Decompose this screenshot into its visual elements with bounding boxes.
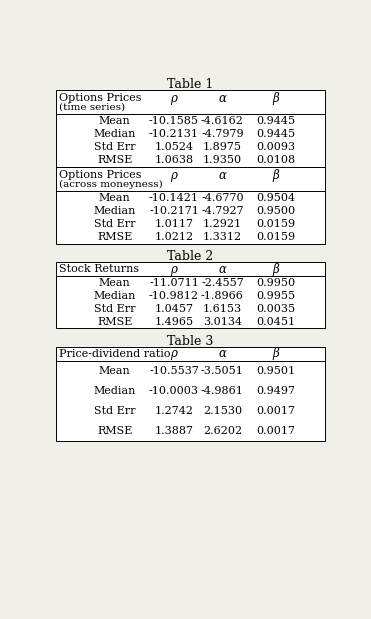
Text: -10.5537: -10.5537 xyxy=(149,366,199,376)
Text: β: β xyxy=(273,170,280,183)
Text: Median: Median xyxy=(93,206,136,216)
Text: 1.4965: 1.4965 xyxy=(154,317,194,327)
Text: Std Err: Std Err xyxy=(94,304,135,314)
Text: 0.9501: 0.9501 xyxy=(257,366,296,376)
Text: 0.0159: 0.0159 xyxy=(257,232,296,242)
Text: -2.4557: -2.4557 xyxy=(201,277,244,288)
Text: Table 2: Table 2 xyxy=(167,250,213,263)
Text: Stock Returns: Stock Returns xyxy=(59,264,139,274)
Text: RMSE: RMSE xyxy=(97,317,132,327)
Text: 1.0524: 1.0524 xyxy=(154,142,194,152)
Text: β: β xyxy=(273,262,280,275)
Text: -4.6162: -4.6162 xyxy=(201,116,244,126)
Text: Mean: Mean xyxy=(99,116,131,126)
Text: ρ: ρ xyxy=(171,92,177,105)
Text: Table 1: Table 1 xyxy=(167,78,213,91)
Text: 1.2921: 1.2921 xyxy=(203,219,242,229)
Text: -10.2131: -10.2131 xyxy=(149,129,199,139)
Text: Price-dividend ratio: Price-dividend ratio xyxy=(59,348,170,359)
Text: 0.9504: 0.9504 xyxy=(257,193,296,203)
Text: -10.1585: -10.1585 xyxy=(149,116,199,126)
Text: (time series): (time series) xyxy=(59,103,125,112)
Text: 1.0638: 1.0638 xyxy=(154,155,194,165)
Text: Std Err: Std Err xyxy=(94,219,135,229)
Text: -10.1421: -10.1421 xyxy=(149,193,199,203)
Text: Median: Median xyxy=(93,129,136,139)
Text: -3.5051: -3.5051 xyxy=(201,366,244,376)
Text: 1.0212: 1.0212 xyxy=(154,232,194,242)
Text: Std Err: Std Err xyxy=(94,406,135,416)
Text: Std Err: Std Err xyxy=(94,142,135,152)
Text: Options Prices: Options Prices xyxy=(59,93,141,103)
Text: -11.0711: -11.0711 xyxy=(149,277,199,288)
Text: ρ: ρ xyxy=(171,347,177,360)
Text: 1.3887: 1.3887 xyxy=(154,426,194,436)
Text: 0.0093: 0.0093 xyxy=(257,142,296,152)
Text: Mean: Mean xyxy=(99,193,131,203)
Text: -10.0003: -10.0003 xyxy=(149,386,199,396)
Text: 0.0035: 0.0035 xyxy=(257,304,296,314)
Text: ρ: ρ xyxy=(171,262,177,275)
Text: α: α xyxy=(219,92,226,105)
Text: 0.9445: 0.9445 xyxy=(257,116,296,126)
Text: 0.0108: 0.0108 xyxy=(257,155,296,165)
Text: β: β xyxy=(273,347,280,360)
Bar xyxy=(56,347,325,441)
Text: (across moneyness): (across moneyness) xyxy=(59,180,162,189)
Text: -4.6770: -4.6770 xyxy=(201,193,244,203)
Text: 1.0117: 1.0117 xyxy=(154,219,194,229)
Text: RMSE: RMSE xyxy=(97,232,132,242)
Text: 0.0017: 0.0017 xyxy=(257,406,296,416)
Text: -10.9812: -10.9812 xyxy=(149,291,199,301)
Text: 1.9350: 1.9350 xyxy=(203,155,242,165)
Text: 1.6153: 1.6153 xyxy=(203,304,242,314)
Text: -10.2171: -10.2171 xyxy=(149,206,199,216)
Text: 1.3312: 1.3312 xyxy=(203,232,242,242)
Text: 1.8975: 1.8975 xyxy=(203,142,242,152)
Text: -4.7979: -4.7979 xyxy=(201,129,244,139)
Text: 0.9955: 0.9955 xyxy=(257,291,296,301)
Bar xyxy=(56,167,325,244)
Text: α: α xyxy=(219,170,226,183)
Text: 0.9497: 0.9497 xyxy=(257,386,296,396)
Bar xyxy=(56,90,325,167)
Text: RMSE: RMSE xyxy=(97,426,132,436)
Text: -1.8966: -1.8966 xyxy=(201,291,244,301)
Text: 1.0457: 1.0457 xyxy=(154,304,194,314)
Text: Mean: Mean xyxy=(99,277,131,288)
Text: α: α xyxy=(219,347,226,360)
Text: Mean: Mean xyxy=(99,366,131,376)
Text: 0.0451: 0.0451 xyxy=(257,317,296,327)
Text: 0.0159: 0.0159 xyxy=(257,219,296,229)
Text: RMSE: RMSE xyxy=(97,155,132,165)
Text: 2.6202: 2.6202 xyxy=(203,426,242,436)
Text: 0.0017: 0.0017 xyxy=(257,426,296,436)
Text: 0.9445: 0.9445 xyxy=(257,129,296,139)
Text: ρ: ρ xyxy=(171,170,177,183)
Bar xyxy=(56,262,325,329)
Text: -4.7927: -4.7927 xyxy=(201,206,244,216)
Text: 1.2742: 1.2742 xyxy=(154,406,194,416)
Text: 0.9500: 0.9500 xyxy=(257,206,296,216)
Text: 0.9950: 0.9950 xyxy=(257,277,296,288)
Text: Median: Median xyxy=(93,291,136,301)
Text: -4.9861: -4.9861 xyxy=(201,386,244,396)
Text: Median: Median xyxy=(93,386,136,396)
Text: Options Prices: Options Prices xyxy=(59,170,141,180)
Text: 2.1530: 2.1530 xyxy=(203,406,242,416)
Text: Table 3: Table 3 xyxy=(167,335,213,348)
Text: 3.0134: 3.0134 xyxy=(203,317,242,327)
Text: α: α xyxy=(219,262,226,275)
Text: β: β xyxy=(273,92,280,105)
